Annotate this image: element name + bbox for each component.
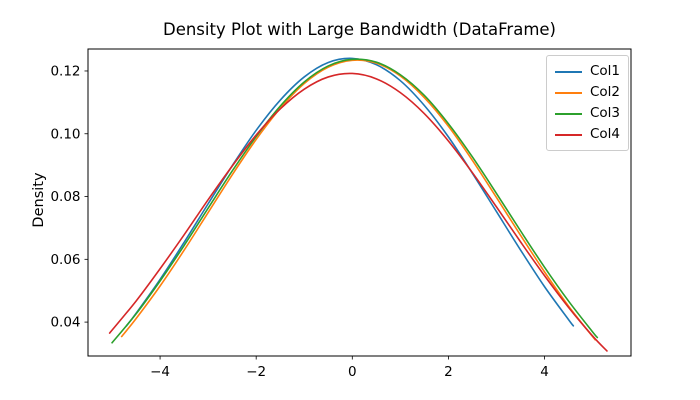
series-line-col3 (111, 58, 599, 344)
legend-item-col4: Col4 (555, 124, 620, 145)
series-line-col1 (125, 57, 575, 327)
chart-title: Density Plot with Large Bandwidth (DataF… (162, 20, 556, 39)
series-line-col2 (120, 59, 597, 341)
legend-item-col1: Col1 (555, 61, 620, 82)
x-tick-label: −2 (246, 364, 266, 380)
y-tick-label: 0.10 (50, 126, 80, 142)
legend-line-swatch-col2 (555, 91, 582, 94)
legend-line-swatch-col3 (555, 112, 582, 115)
axes-frame (87, 48, 632, 357)
legend-line-swatch-col1 (555, 70, 582, 73)
x-tick-label: 0 (348, 364, 357, 380)
y-tick-label: 0.12 (50, 63, 80, 79)
legend-item-col2: Col2 (555, 82, 620, 103)
x-tick-label: 4 (540, 364, 549, 380)
legend-label-col1: Col1 (590, 62, 621, 79)
x-tick-label: 2 (444, 364, 453, 380)
series-line-col4 (108, 72, 608, 352)
y-axis-label: Density (31, 172, 47, 228)
legend-label-col4: Col4 (590, 125, 621, 142)
y-tick-label: 0.04 (50, 315, 80, 331)
legend: Col1 Col2 Col3 Col4 (546, 55, 630, 151)
legend-line-swatch-col4 (555, 133, 582, 136)
legend-item-col3: Col3 (555, 103, 620, 124)
y-tick-label: 0.06 (50, 252, 80, 268)
legend-label-col3: Col3 (590, 104, 621, 121)
legend-label-col2: Col2 (590, 83, 621, 100)
y-tick-label: 0.08 (50, 189, 80, 205)
x-tick-label: −4 (150, 364, 170, 380)
